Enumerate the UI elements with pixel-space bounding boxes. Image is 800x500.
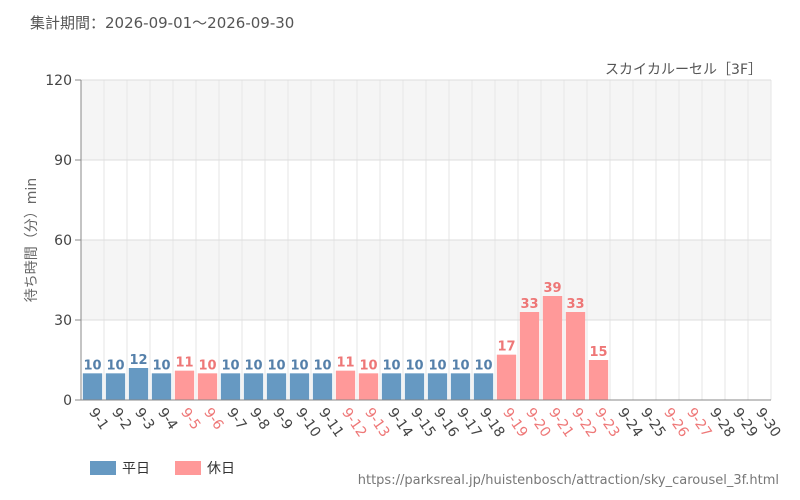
bar xyxy=(105,373,126,400)
x-tick-label: 9-20 xyxy=(522,405,553,440)
x-tick-label: 9-8 xyxy=(246,405,272,433)
bar xyxy=(427,373,448,400)
bar-series xyxy=(82,296,609,400)
x-tick-label: 9-27 xyxy=(683,405,714,440)
bar xyxy=(496,354,517,400)
data-label: 10 xyxy=(267,358,285,373)
bar xyxy=(312,373,333,400)
data-label: 33 xyxy=(520,297,538,312)
y-tick-labels: 0 30 60 90 120 xyxy=(45,73,72,409)
bar xyxy=(289,373,310,400)
y-axis-label: 待ち時間（分）min xyxy=(24,178,40,302)
data-label: 33 xyxy=(566,297,584,312)
bar xyxy=(450,373,471,400)
bar xyxy=(565,312,586,400)
data-label: 10 xyxy=(313,358,331,373)
data-label: 10 xyxy=(152,358,170,373)
data-label: 11 xyxy=(175,356,193,371)
data-label: 10 xyxy=(290,358,308,373)
bar xyxy=(358,373,379,400)
source-url: https://parksreal.jp/huistenbosch/attrac… xyxy=(357,473,779,488)
x-tick-label: 9-28 xyxy=(706,405,737,440)
data-label: 10 xyxy=(221,358,239,373)
data-label: 10 xyxy=(382,358,400,373)
data-label: 10 xyxy=(359,358,377,373)
x-tick-label: 9-23 xyxy=(591,405,622,440)
x-tick-label: 9-15 xyxy=(407,405,438,440)
data-label: 10 xyxy=(198,358,216,373)
data-label: 10 xyxy=(405,358,423,373)
data-label: 11 xyxy=(336,356,354,371)
bar xyxy=(128,368,149,400)
x-tick-label: 9-30 xyxy=(752,405,783,440)
x-tick-label: 9-11 xyxy=(315,405,346,440)
x-tick-label: 9-13 xyxy=(361,405,392,440)
data-label: 10 xyxy=(428,358,446,373)
data-label: 15 xyxy=(589,345,607,360)
x-tick-label: 9-9 xyxy=(269,405,295,433)
data-label: 17 xyxy=(497,340,515,355)
bar xyxy=(542,296,563,400)
legend-holiday-swatch xyxy=(175,461,201,475)
x-tick-label: 9-7 xyxy=(223,405,249,433)
x-tick-label: 9-21 xyxy=(545,405,576,440)
bar xyxy=(174,370,195,400)
y-tick-label: 30 xyxy=(54,313,72,329)
bar xyxy=(197,373,218,400)
page-title: 集計期間：2026-09-01〜2026-09-30 xyxy=(30,14,295,32)
x-tick-label: 9-1 xyxy=(85,405,111,433)
y-tick-label: 120 xyxy=(45,73,72,89)
chart-title: スカイカルーセル［3F］ xyxy=(605,62,762,78)
x-tick-label: 9-10 xyxy=(292,405,323,440)
x-tick-label: 9-6 xyxy=(200,405,226,433)
bar xyxy=(151,373,172,400)
x-tick-label: 9-5 xyxy=(177,405,203,433)
legend-weekday-swatch xyxy=(90,461,116,475)
x-tick-label: 9-3 xyxy=(131,405,157,433)
data-label: 10 xyxy=(451,358,469,373)
bar xyxy=(588,360,609,400)
bar xyxy=(220,373,241,400)
y-tick-label: 0 xyxy=(63,393,72,409)
x-tick-label: 9-26 xyxy=(660,405,691,440)
x-tick-label: 9-17 xyxy=(453,405,484,440)
legend-holiday-label: 休日 xyxy=(207,461,235,477)
data-label: 39 xyxy=(543,281,561,296)
data-label: 10 xyxy=(474,358,492,373)
x-tick-label: 9-4 xyxy=(154,405,180,433)
y-tick-label: 90 xyxy=(54,153,72,169)
bar xyxy=(404,373,425,400)
data-label: 10 xyxy=(83,358,101,373)
x-tick-label: 9-19 xyxy=(499,405,530,440)
x-tick-labels: 9-19-29-39-49-59-69-79-89-99-109-119-129… xyxy=(85,405,783,440)
x-tick-label: 9-2 xyxy=(108,405,134,433)
data-labels: 10 10 12 10 11 10 10 10 10 10 10 11 10 10 10 10 10 10 17 33… xyxy=(83,281,607,373)
bar xyxy=(381,373,402,400)
axes xyxy=(80,80,771,401)
legend-weekday: 平日 xyxy=(90,458,150,478)
x-tick-label: 9-14 xyxy=(384,405,415,440)
data-label: 10 xyxy=(244,358,262,373)
legend-holiday: 休日 xyxy=(175,458,235,478)
bar xyxy=(473,373,494,400)
x-tick-label: 9-18 xyxy=(476,405,507,440)
x-tick-label: 9-12 xyxy=(338,405,369,440)
x-tick-label: 9-25 xyxy=(637,405,668,440)
x-tick-label: 9-29 xyxy=(729,405,760,440)
bar xyxy=(266,373,287,400)
x-tick-label: 9-22 xyxy=(568,405,599,440)
bar xyxy=(335,370,356,400)
x-tick-label: 9-24 xyxy=(614,405,645,440)
bar xyxy=(82,373,103,400)
bar-chart: 10 10 12 10 11 10 10 10 10 10 10 11 10 10 10 10 10 10 17 33… xyxy=(24,62,784,440)
bar xyxy=(243,373,264,400)
x-tick-label: 9-16 xyxy=(430,405,461,440)
data-label: 12 xyxy=(129,353,147,368)
y-tick-label: 60 xyxy=(54,233,72,249)
bar xyxy=(519,312,540,400)
legend-weekday-label: 平日 xyxy=(122,461,150,477)
data-label: 10 xyxy=(106,358,124,373)
